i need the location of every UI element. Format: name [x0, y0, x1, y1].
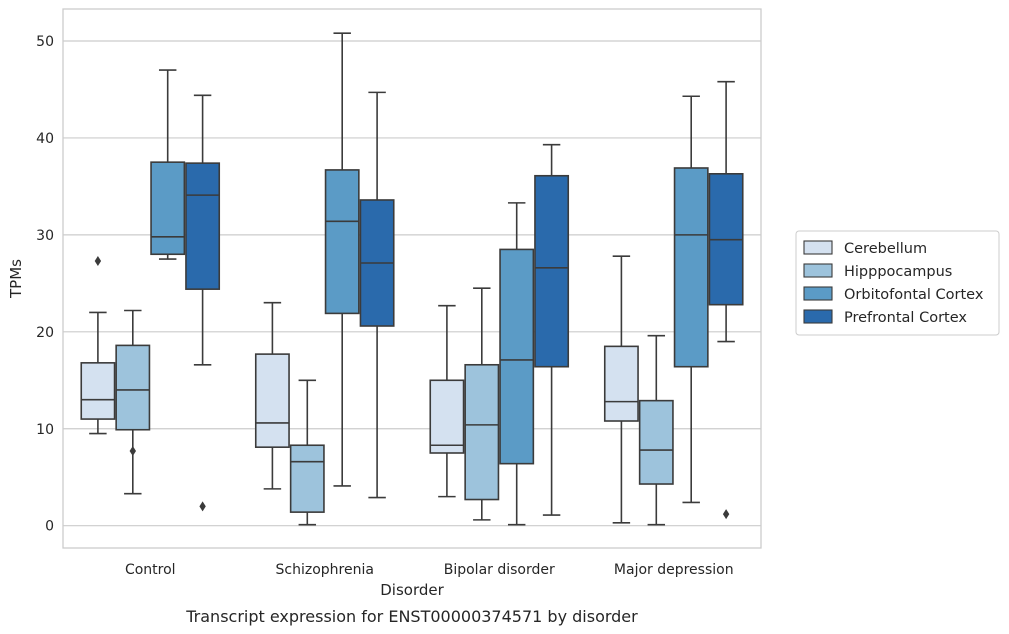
legend: Cerebellum Hipppocampus Orbitofontal Corte… — [795, 230, 1000, 336]
iqr-box — [324, 169, 360, 315]
y-tick-label: 10 — [36, 422, 54, 438]
legend-swatch — [803, 309, 833, 324]
iqr-box — [534, 174, 570, 368]
iqr-box — [603, 345, 639, 422]
y-tick-label: 40 — [36, 131, 54, 147]
y-tick-labels: 0 10 20 30 40 50 — [36, 34, 54, 535]
iqr-box — [673, 167, 709, 368]
box-cerebellum — [254, 301, 290, 490]
outlier-point — [94, 256, 102, 267]
box-cerebellum — [80, 256, 116, 435]
legend-label: Prefrontal Cortex — [844, 310, 967, 326]
y-tick-label: 50 — [36, 34, 54, 50]
chart-caption: Transcript expression for ENST0000037457… — [185, 607, 638, 626]
box-layer — [80, 32, 744, 526]
iqr-box — [464, 363, 500, 501]
box-prefrontal-cortex — [708, 80, 744, 520]
iqr-box — [638, 399, 674, 485]
box-orbitofontal-cortex — [150, 69, 186, 260]
iqr-box — [254, 353, 290, 448]
box-hipppocampus — [638, 334, 674, 526]
iqr-box — [185, 162, 221, 290]
legend-label: Cerebellum — [844, 241, 927, 257]
box-orbitofontal-cortex — [673, 95, 709, 504]
box-orbitofontal-cortex — [499, 202, 535, 526]
legend-swatch — [803, 286, 833, 301]
x-axis-label: Disorder — [380, 581, 444, 599]
outlier-point — [722, 509, 730, 520]
iqr-box — [115, 344, 151, 431]
x-tick-labels: Control Schizophrenia Bipolar disorder Majo… — [125, 562, 734, 578]
y-tick-label: 0 — [45, 519, 54, 535]
plot-frame — [62, 8, 762, 549]
legend-swatch — [803, 240, 833, 255]
iqr-box — [80, 362, 116, 420]
box-prefrontal-cortex — [359, 91, 395, 499]
iqr-box — [499, 248, 535, 465]
box-prefrontal-cortex — [185, 94, 221, 512]
box-cerebellum — [429, 304, 465, 498]
box-hipppocampus — [289, 379, 325, 526]
box-orbitofontal-cortex — [324, 32, 360, 487]
iqr-box — [289, 444, 325, 513]
box-prefrontal-cortex — [534, 143, 570, 516]
x-tick-label: Control — [125, 562, 176, 578]
outlier-point — [129, 446, 136, 457]
iqr-box — [429, 379, 465, 454]
legend-label: Hipppocampus — [844, 264, 952, 280]
x-tick-label: Schizophrenia — [276, 562, 374, 578]
x-tick-label: Major depression — [614, 562, 734, 578]
legend-label: Orbitofontal Cortex — [844, 287, 984, 303]
y-axis-label: TPMs — [7, 259, 25, 299]
y-tick-label: 20 — [36, 325, 54, 341]
box-hipppocampus — [464, 287, 500, 521]
legend-swatch — [803, 263, 833, 278]
legend-frame — [795, 230, 1000, 336]
outlier-point — [199, 501, 206, 512]
y-tick-label: 30 — [36, 228, 54, 244]
iqr-box — [150, 161, 186, 256]
x-tick-label: Bipolar disorder — [444, 562, 555, 578]
box-cerebellum — [603, 255, 639, 524]
box-hipppocampus — [115, 309, 151, 495]
